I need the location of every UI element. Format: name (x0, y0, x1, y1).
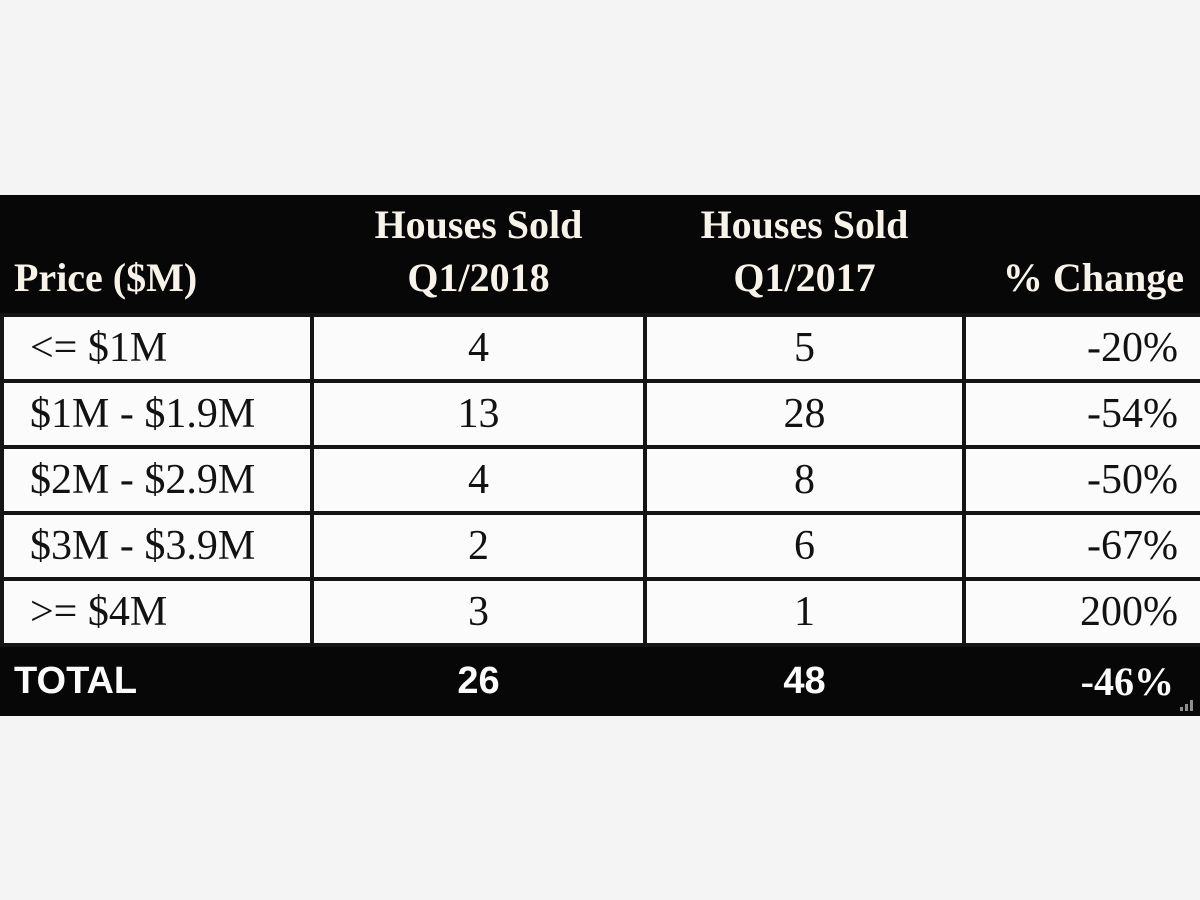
price-range-cell: $1M - $1.9M (0, 379, 314, 449)
total-change-value: -46% (1080, 659, 1174, 704)
price-range-cell: <= $1M (0, 313, 314, 383)
sold-2017-cell: 1 (643, 577, 966, 647)
sold-2017-cell: 28 (643, 379, 966, 449)
change-cell: -67% (962, 511, 1200, 581)
header-sold-2017: Houses Sold Q1/2017 (645, 195, 964, 315)
houses-sold-table: Price ($M) Houses Sold Q1/2018 Houses So… (0, 195, 1200, 716)
header-sold-2017-line2: Q1/2017 (733, 255, 876, 301)
sold-2018-cell: 3 (310, 577, 647, 647)
sold-2017-cell: 8 (643, 445, 966, 515)
price-range-cell: >= $4M (0, 577, 314, 647)
header-sold-2018-line2: Q1/2018 (407, 255, 550, 301)
total-label: TOTAL (2, 645, 312, 716)
sold-2018-cell: 13 (310, 379, 647, 449)
change-cell: 200% (962, 577, 1200, 647)
header-price: Price ($M) (2, 195, 312, 315)
header-change: % Change (964, 195, 1200, 315)
change-cell: -54% (962, 379, 1200, 449)
header-row: Price ($M) Houses Sold Q1/2018 Houses So… (2, 195, 1200, 315)
header-sold-2018-line1: Houses Sold (374, 202, 583, 248)
table-row: >= $4M 3 1 200% (0, 577, 1200, 647)
table-footer: TOTAL 26 48 -46% (2, 645, 1200, 716)
mini-bar-chart-icon (1180, 699, 1194, 711)
change-cell: -50% (962, 445, 1200, 515)
sold-2018-cell: 2 (310, 511, 647, 581)
table-row: $1M - $1.9M 13 28 -54% (0, 379, 1200, 449)
table-row: $2M - $2.9M 4 8 -50% (0, 445, 1200, 515)
header-sold-2017-line1: Houses Sold (700, 202, 909, 248)
table-row: <= $1M 4 5 -20% (0, 313, 1200, 383)
table-body: <= $1M 4 5 -20% $1M - $1.9M 13 28 -54% $… (0, 313, 1200, 647)
sold-2018-cell: 4 (310, 445, 647, 515)
total-change: -46% (964, 645, 1200, 716)
table-header: Price ($M) Houses Sold Q1/2018 Houses So… (2, 195, 1200, 315)
header-sold-2018: Houses Sold Q1/2018 (312, 195, 645, 315)
table-row: $3M - $3.9M 2 6 -67% (0, 511, 1200, 581)
sold-2017-cell: 5 (643, 313, 966, 383)
sold-2018-cell: 4 (310, 313, 647, 383)
sold-2017-cell: 6 (643, 511, 966, 581)
price-range-cell: $2M - $2.9M (0, 445, 314, 515)
change-cell: -20% (962, 313, 1200, 383)
total-sold-2018: 26 (312, 645, 645, 716)
price-range-cell: $3M - $3.9M (0, 511, 314, 581)
total-sold-2017: 48 (645, 645, 964, 716)
total-row: TOTAL 26 48 -46% (2, 645, 1200, 716)
